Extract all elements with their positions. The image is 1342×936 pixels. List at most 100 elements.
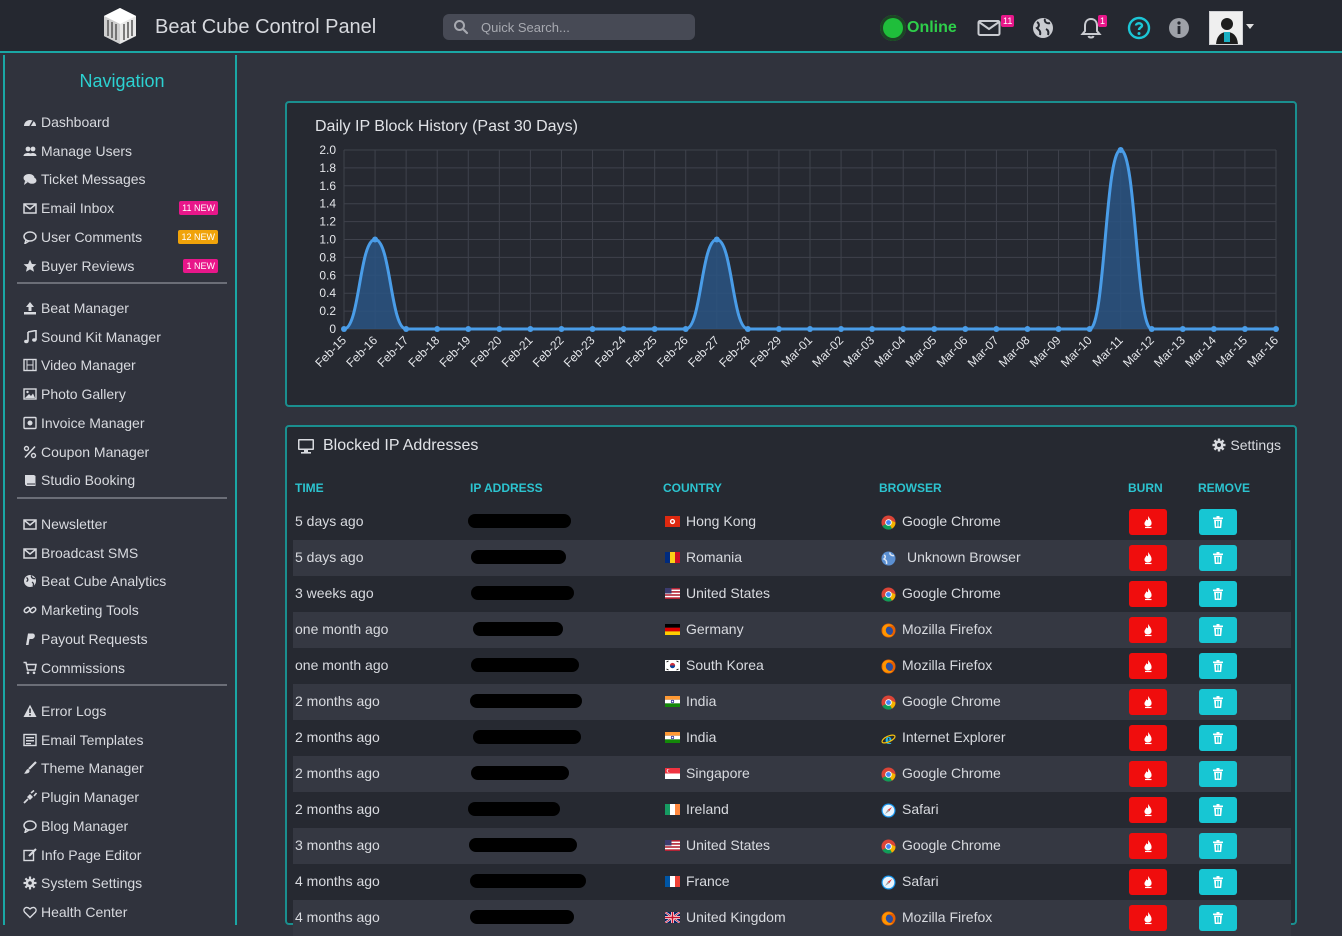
remove-button[interactable] [1199,509,1237,535]
comments-icon [23,174,37,186]
info-icon[interactable] [1167,16,1191,40]
fire-icon [1144,552,1152,565]
cell-browser: Google Chrome [902,513,1001,529]
col-header-ip-address[interactable]: IP ADDRESS [470,481,543,495]
table-row: 5 days ago Romania Unknown Browser [293,540,1291,576]
sidebar-item-health-center[interactable]: Health Center [23,902,218,922]
sidebar-item-email-inbox[interactable]: Email Inbox 11 NEW [23,198,218,218]
sidebar-item-ticket-messages[interactable]: Ticket Messages [23,169,218,189]
sidebar-item-label: Newsletter [41,516,108,532]
firefox-icon [881,911,896,926]
x-tick-label: Mar-08 [996,333,1033,370]
remove-button[interactable] [1199,833,1237,859]
burn-button[interactable] [1129,725,1167,751]
sidebar-item-photo-gallery[interactable]: Photo Gallery [23,384,218,404]
remove-button[interactable] [1199,545,1237,571]
sidebar-item-commissions[interactable]: Commissions [23,658,218,678]
unknown-browser-icon [881,551,896,566]
burn-button[interactable] [1129,653,1167,679]
sidebar-item-plugin-manager[interactable]: Plugin Manager [23,787,218,807]
flag-us-icon [665,840,680,851]
y-tick-label: 2.0 [319,143,336,157]
cell-country: Germany [686,621,744,637]
burn-button[interactable] [1129,689,1167,715]
sidebar-item-system-settings[interactable]: System Settings [23,873,218,893]
remove-button[interactable] [1199,869,1237,895]
sidebar-item-label: Ticket Messages [41,171,146,188]
burn-button[interactable] [1129,833,1167,859]
burn-button[interactable] [1129,761,1167,787]
burn-button[interactable] [1129,509,1167,535]
globe-icon[interactable] [1031,16,1055,40]
sidebar-item-broadcast-sms[interactable]: Broadcast SMS [23,543,218,563]
redacted-ip-address [471,658,579,672]
sidebar-item-info-page-editor[interactable]: Info Page Editor [23,845,218,865]
sidebar-item-label: Photo Gallery [41,386,126,403]
remove-button[interactable] [1199,653,1237,679]
sidebar-item-theme-manager[interactable]: Theme Manager [23,758,218,778]
burn-button[interactable] [1129,905,1167,931]
sidebar-item-sound-kit-manager[interactable]: Sound Kit Manager [23,327,218,347]
burn-button[interactable] [1129,869,1167,895]
sidebar-item-marketing-tools[interactable]: Marketing Tools [23,600,218,620]
user-avatar[interactable] [1209,11,1243,45]
remove-button[interactable] [1199,689,1237,715]
beat-cube-logo-icon[interactable] [100,6,140,46]
sidebar-item-label: Sound Kit Manager [41,328,161,345]
sidebar-item-newsletter[interactable]: Newsletter [23,514,218,534]
cell-country: Romania [686,549,743,565]
col-header-country[interactable]: COUNTRY [663,481,722,495]
data-point [1273,326,1279,332]
remove-button[interactable] [1199,617,1237,643]
chrome-icon [881,839,896,854]
remove-button[interactable] [1199,905,1237,931]
bell-icon[interactable] [1079,16,1103,40]
x-tick-label: Mar-02 [809,333,846,370]
sidebar-item-manage-users[interactable]: Manage Users [23,141,218,161]
trash-icon [1213,876,1223,888]
burn-button[interactable] [1129,545,1167,571]
x-tick-label: Feb-27 [685,333,722,370]
remove-button[interactable] [1199,797,1237,823]
comment-icon [23,231,37,244]
trash-icon [1213,840,1223,852]
sidebar-item-invoice-manager[interactable]: Invoice Manager [23,413,218,433]
sidebar-item-payout-requests[interactable]: Payout Requests [23,629,218,649]
settings-button[interactable]: Settings [1212,437,1281,453]
mail-icon[interactable] [977,16,1001,40]
burn-button[interactable] [1129,797,1167,823]
cell-country: Singapore [686,765,750,781]
cell-time: 2 months ago [295,693,380,709]
sidebar-item-studio-booking[interactable]: Studio Booking [23,470,218,490]
sidebar-item-email-templates[interactable]: Email Templates [23,730,218,750]
user-menu-chevron-down-icon[interactable] [1246,24,1254,29]
sidebar-item-video-manager[interactable]: Video Manager [23,355,218,375]
remove-button[interactable] [1199,581,1237,607]
data-point [403,326,410,332]
help-icon[interactable] [1127,16,1151,40]
sidebar-item-dashboard[interactable]: Dashboard [23,112,218,132]
flag-fr-icon [665,876,680,887]
paypal-icon [26,633,35,645]
remove-button[interactable] [1199,725,1237,751]
sidebar-item-buyer-reviews[interactable]: Buyer Reviews 1 NEW [23,256,218,276]
sidebar-item-beat-manager[interactable]: Beat Manager [23,298,218,318]
burn-button[interactable] [1129,617,1167,643]
sidebar-item-beat-cube-analytics[interactable]: Beat Cube Analytics [23,571,218,591]
col-header-browser[interactable]: BROWSER [879,481,942,495]
data-point [993,326,1000,332]
burn-button[interactable] [1129,581,1167,607]
remove-button[interactable] [1199,761,1237,787]
data-point [775,326,782,332]
trash-icon [1213,660,1223,672]
navigation-title: Navigation [79,71,165,91]
sidebar-item-user-comments[interactable]: User Comments 12 NEW [23,227,218,247]
quick-search[interactable] [443,14,695,40]
cell-time: 3 weeks ago [295,585,374,601]
search-input[interactable] [481,17,686,37]
sidebar-item-error-logs[interactable]: Error Logs [23,701,218,721]
sidebar-item-coupon-manager[interactable]: Coupon Manager [23,442,218,462]
col-header-time[interactable]: TIME [295,481,324,495]
x-tick-label: Feb-19 [437,333,474,370]
sidebar-item-blog-manager[interactable]: Blog Manager [23,816,218,836]
